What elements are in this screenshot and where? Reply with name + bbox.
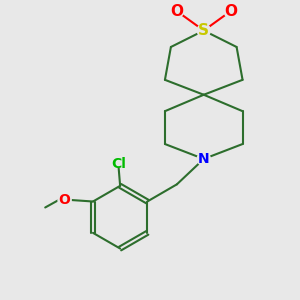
Text: Cl: Cl — [111, 157, 126, 171]
Text: N: N — [198, 152, 210, 166]
Text: O: O — [170, 4, 183, 19]
Circle shape — [170, 4, 183, 18]
Circle shape — [224, 4, 237, 18]
Circle shape — [197, 152, 210, 166]
Text: S: S — [198, 23, 209, 38]
Circle shape — [197, 24, 210, 37]
Text: O: O — [224, 4, 237, 19]
Text: O: O — [59, 193, 70, 207]
Circle shape — [58, 194, 71, 207]
